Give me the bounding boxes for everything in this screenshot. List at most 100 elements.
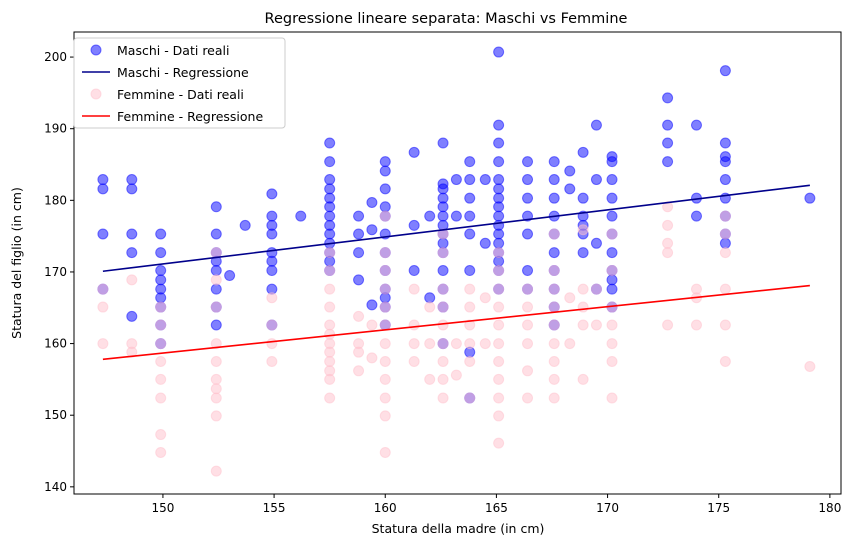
point-maschi-61 — [379, 201, 391, 213]
point-femmine-23 — [210, 465, 222, 477]
point-maschi-122 — [522, 265, 534, 277]
point-femmine-135 — [719, 228, 731, 240]
point-maschi-155 — [606, 283, 618, 295]
point-maschi-71 — [408, 219, 420, 231]
point-maschi-102 — [493, 119, 505, 131]
point-femmine-134 — [719, 210, 731, 222]
point-femmine-25 — [266, 319, 278, 331]
point-femmine-62 — [424, 301, 436, 313]
point-maschi-109 — [493, 210, 505, 222]
point-femmine-59 — [408, 319, 420, 331]
point-femmine-56 — [379, 410, 391, 422]
line-femmine-regressione — [102, 284, 810, 361]
point-maschi-52 — [353, 228, 365, 240]
point-maschi-12 — [155, 274, 167, 286]
legend-label-femmine-dati: Femmine - Dati reali — [117, 87, 244, 102]
point-femmine-73 — [437, 392, 449, 404]
point-femmine-124 — [606, 355, 618, 367]
point-femmine-136 — [719, 247, 731, 259]
point-maschi-41 — [324, 183, 336, 195]
point-maschi-134 — [564, 165, 576, 177]
point-maschi-149 — [606, 192, 618, 204]
point-maschi-73 — [424, 210, 436, 222]
point-femmine-92 — [493, 392, 505, 404]
point-femmine-40 — [353, 310, 365, 322]
point-maschi-119 — [522, 192, 534, 204]
point-maschi-142 — [590, 119, 602, 131]
point-maschi-124 — [548, 156, 560, 168]
point-femmine-76 — [464, 283, 476, 295]
point-femmine-90 — [493, 355, 505, 367]
point-femmine-99 — [522, 365, 534, 377]
point-maschi-89 — [450, 174, 462, 186]
point-femmine-39 — [324, 392, 336, 404]
point-femmine-105 — [548, 319, 560, 331]
point-maschi-93 — [464, 192, 476, 204]
x-tick-label-170: 170 — [596, 501, 619, 515]
point-femmine-108 — [548, 373, 560, 385]
point-maschi-135 — [564, 183, 576, 195]
point-femmine-75 — [450, 369, 462, 381]
point-maschi-29 — [266, 210, 278, 222]
point-femmine-116 — [577, 373, 589, 385]
point-femmine-12 — [155, 429, 167, 441]
point-femmine-31 — [324, 301, 336, 313]
point-femmine-9 — [155, 355, 167, 367]
point-femmine-67 — [437, 283, 449, 295]
point-maschi-144 — [590, 237, 602, 249]
point-maschi-26 — [224, 270, 236, 282]
point-femmine-22 — [210, 410, 222, 422]
point-femmine-89 — [493, 338, 505, 350]
point-maschi-43 — [324, 201, 336, 213]
point-femmine-109 — [548, 392, 560, 404]
x-axis-label: Statura della madre (in cm) — [372, 521, 545, 536]
point-maschi-91 — [464, 156, 476, 168]
point-maschi-7 — [126, 247, 138, 259]
point-maschi-59 — [379, 165, 391, 177]
point-femmine-54 — [379, 373, 391, 385]
point-femmine-95 — [522, 283, 534, 295]
legend-marker-maschi-dati — [90, 44, 102, 56]
point-femmine-28 — [324, 247, 336, 259]
y-tick-label-180: 180 — [44, 193, 67, 207]
point-femmine-107 — [548, 355, 560, 367]
point-maschi-161 — [690, 119, 702, 131]
point-femmine-19 — [210, 373, 222, 385]
point-maschi-60 — [379, 183, 391, 195]
point-femmine-106 — [548, 338, 560, 350]
point-femmine-110 — [564, 292, 576, 304]
point-femmine-79 — [464, 338, 476, 350]
point-maschi-55 — [366, 196, 378, 208]
point-maschi-147 — [606, 156, 618, 168]
point-femmine-96 — [522, 301, 534, 313]
point-femmine-50 — [379, 301, 391, 313]
point-femmine-114 — [577, 301, 589, 313]
point-maschi-92 — [464, 174, 476, 186]
point-femmine-117 — [590, 283, 602, 295]
point-femmine-24 — [266, 292, 278, 304]
y-tick-label-160: 160 — [44, 337, 67, 351]
point-femmine-63 — [424, 338, 436, 350]
point-maschi-90 — [450, 210, 462, 222]
point-maschi-126 — [548, 192, 560, 204]
point-maschi-0 — [97, 174, 109, 186]
point-maschi-157 — [662, 92, 674, 104]
point-femmine-44 — [366, 319, 378, 331]
point-maschi-31 — [266, 228, 278, 240]
point-maschi-136 — [577, 146, 589, 158]
point-femmine-98 — [522, 338, 534, 350]
point-femmine-0 — [97, 283, 109, 295]
point-maschi-54 — [353, 274, 365, 286]
point-femmine-125 — [606, 392, 618, 404]
point-femmine-94 — [493, 437, 505, 449]
x-tick-label-160: 160 — [374, 501, 397, 515]
point-femmine-93 — [493, 410, 505, 422]
point-femmine-32 — [324, 319, 336, 331]
point-femmine-15 — [210, 274, 222, 286]
point-femmine-53 — [379, 355, 391, 367]
point-maschi-22 — [210, 265, 222, 277]
point-femmine-48 — [379, 265, 391, 277]
point-femmine-77 — [464, 301, 476, 313]
point-femmine-137 — [719, 283, 731, 295]
point-femmine-118 — [590, 319, 602, 331]
